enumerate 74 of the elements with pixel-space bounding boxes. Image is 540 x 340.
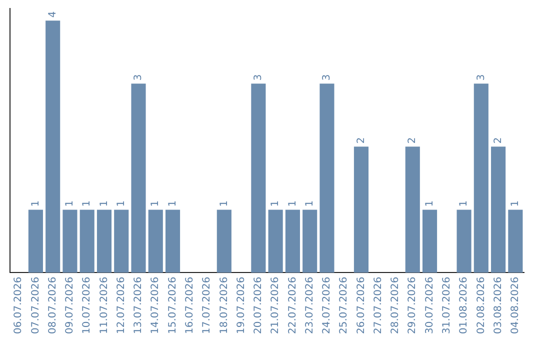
x-tick-label: 31.07.2026 bbox=[441, 276, 452, 334]
bar bbox=[148, 210, 163, 273]
bar bbox=[268, 210, 283, 273]
data-label: 1 bbox=[304, 200, 316, 207]
data-label: 1 bbox=[167, 200, 178, 207]
data-label: 3 bbox=[322, 74, 333, 81]
bar bbox=[320, 84, 334, 273]
bar bbox=[114, 210, 129, 273]
x-tick-label: 19.07.2026 bbox=[236, 276, 247, 334]
data-label: 1 bbox=[424, 200, 436, 207]
x-tick-label: 15.07.2026 bbox=[167, 276, 178, 334]
bar bbox=[405, 146, 420, 273]
x-tick-label: 08.07.2026 bbox=[47, 276, 58, 334]
data-label: 3 bbox=[476, 74, 487, 81]
x-tick-label: 23.07.2026 bbox=[304, 276, 316, 334]
bar bbox=[251, 84, 266, 273]
bar bbox=[80, 210, 94, 273]
data-label: 1 bbox=[150, 200, 162, 207]
bar bbox=[96, 210, 112, 273]
data-label: 1 bbox=[116, 200, 127, 207]
x-tick-label: 13.07.2026 bbox=[133, 276, 144, 334]
data-label: 3 bbox=[133, 74, 144, 81]
data-label: 2 bbox=[492, 137, 504, 144]
data-label: 1 bbox=[64, 200, 76, 207]
x-tick-label: 09.07.2026 bbox=[64, 276, 76, 334]
data-label: 1 bbox=[270, 200, 282, 207]
bar bbox=[491, 146, 506, 273]
bar bbox=[285, 210, 300, 273]
bar bbox=[456, 210, 472, 273]
bar bbox=[131, 84, 146, 273]
data-label: 1 bbox=[287, 200, 298, 207]
bar bbox=[62, 210, 78, 273]
data-label: 1 bbox=[30, 200, 42, 207]
bar bbox=[354, 146, 369, 273]
x-tick-label: 04.08.2026 bbox=[510, 276, 522, 334]
bar bbox=[302, 210, 318, 273]
x-tick-label: 06.07.2026 bbox=[13, 276, 24, 334]
x-tick-label: 17.07.2026 bbox=[202, 276, 213, 334]
data-label: 1 bbox=[458, 200, 470, 207]
x-tick-label: 14.07.2026 bbox=[150, 276, 162, 334]
x-tick-label: 01.08.2026 bbox=[458, 276, 470, 334]
bar bbox=[422, 210, 438, 273]
x-tick-label: 28.07.2026 bbox=[390, 276, 402, 334]
bar bbox=[508, 210, 523, 273]
x-tick-label: 03.08.2026 bbox=[492, 276, 504, 334]
data-label: 1 bbox=[510, 200, 522, 207]
x-tick-label: 24.07.2026 bbox=[322, 276, 333, 334]
data-label: 1 bbox=[98, 200, 110, 207]
x-tick-label: 07.07.2026 bbox=[30, 276, 42, 334]
bar bbox=[216, 210, 232, 273]
bar bbox=[474, 84, 488, 273]
x-tick-label: 12.07.2026 bbox=[116, 276, 127, 334]
data-label: 1 bbox=[218, 200, 230, 207]
x-tick-label: 16.07.2026 bbox=[184, 276, 196, 334]
x-tick-label: 10.07.2026 bbox=[82, 276, 93, 334]
x-tick-label: 29.07.2026 bbox=[407, 276, 418, 334]
x-tick-label: 20.07.2026 bbox=[253, 276, 264, 334]
x-tick-label: 22.07.2026 bbox=[287, 276, 298, 334]
x-tick-label: 18.07.2026 bbox=[218, 276, 230, 334]
data-label: 2 bbox=[407, 137, 418, 144]
data-label: 3 bbox=[253, 74, 264, 81]
x-tick-label: 27.07.2026 bbox=[372, 276, 384, 334]
x-tick-label: 21.07.2026 bbox=[270, 276, 282, 334]
x-tick-label: 02.08.2026 bbox=[476, 276, 487, 334]
x-tick-label: 26.07.2026 bbox=[356, 276, 367, 334]
bar bbox=[165, 210, 180, 273]
x-tick-label: 30.07.2026 bbox=[424, 276, 436, 334]
data-label: 1 bbox=[82, 200, 93, 207]
data-label: 2 bbox=[356, 137, 367, 144]
bar bbox=[46, 20, 60, 273]
x-tick-label: 25.07.2026 bbox=[338, 276, 350, 334]
bar bbox=[28, 210, 43, 273]
data-label: 4 bbox=[47, 11, 58, 18]
x-tick-label: 11.07.2026 bbox=[98, 276, 110, 334]
